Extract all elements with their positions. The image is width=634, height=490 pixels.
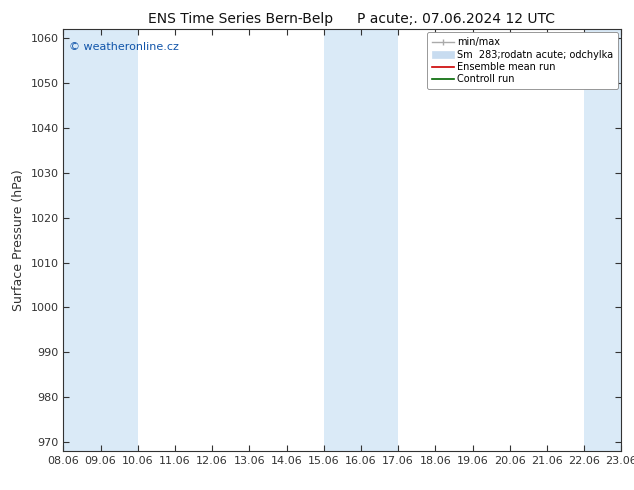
Bar xyxy=(584,29,621,451)
Bar xyxy=(324,29,361,451)
Text: © weatheronline.cz: © weatheronline.cz xyxy=(69,42,179,52)
Y-axis label: Surface Pressure (hPa): Surface Pressure (hPa) xyxy=(12,169,25,311)
Legend: min/max, Sm  283;rodatn acute; odchylka, Ensemble mean run, Controll run: min/max, Sm 283;rodatn acute; odchylka, … xyxy=(427,32,618,89)
Bar xyxy=(63,29,101,451)
Text: P acute;. 07.06.2024 12 UTC: P acute;. 07.06.2024 12 UTC xyxy=(358,12,555,26)
Bar xyxy=(361,29,398,451)
Text: ENS Time Series Bern-Belp: ENS Time Series Bern-Belp xyxy=(148,12,333,26)
Bar xyxy=(101,29,138,451)
